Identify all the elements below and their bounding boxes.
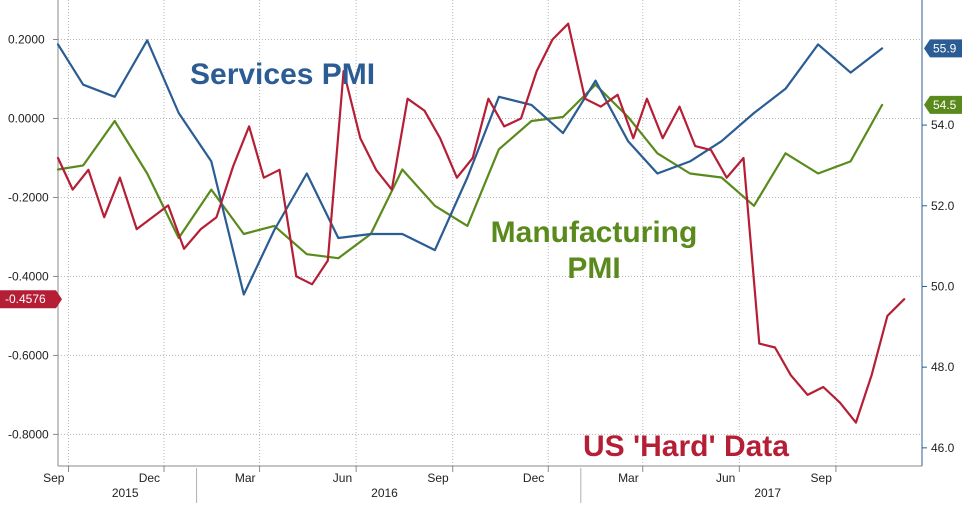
- left-axis-ticks: 0.2000 0.0000 -0.2000 -0.4000 -0.6000 -0.8000: [8, 32, 58, 441]
- grid: [58, 0, 922, 466]
- axes: [57, 0, 923, 467]
- year-label: 2015: [112, 486, 139, 500]
- right-tick-label: 46.0: [931, 441, 955, 455]
- last-value-badge-text: 54.5: [933, 98, 957, 112]
- left-tick-label: -0.4000: [8, 269, 49, 283]
- right-tick-label: 54.0: [931, 118, 955, 132]
- left-tick-label: 0.0000: [8, 111, 45, 125]
- series-lines: [56, 22, 906, 424]
- series-line-manufacturing-pmi: [56, 83, 884, 260]
- last-value-badges: 54.5 55.9 -0.4576: [0, 39, 962, 309]
- x-tick-label: Mar: [235, 471, 256, 485]
- right-axis-ticks: 54.0 52.0 50.0 48.0 46.0: [922, 118, 955, 455]
- right-tick-label: 52.0: [931, 199, 955, 213]
- left-tick-label: 0.2000: [8, 32, 45, 46]
- services-pmi-label: Services PMI: [190, 58, 375, 91]
- x-tick-label: Sep: [427, 471, 449, 485]
- last-value-badge-text: -0.4576: [5, 292, 46, 306]
- x-tick-label: Jun: [716, 471, 735, 485]
- x-tick-label: Mar: [618, 471, 639, 485]
- x-tick-label: Dec: [139, 471, 160, 485]
- x-tick-label: Dec: [523, 471, 544, 485]
- x-tick-label: Sep: [811, 471, 833, 485]
- x-tick-label: Jun: [333, 471, 352, 485]
- last-value-badge: [924, 95, 962, 114]
- x-axis-ticks: Sep Dec Mar Jun Sep Dec Mar Jun Sep 2015 2016 2017: [43, 466, 837, 503]
- right-tick-label: 48.0: [931, 360, 955, 374]
- series-line-us-hard-data: [56, 22, 906, 424]
- year-label: 2016: [371, 486, 398, 500]
- manufacturing-pmi-label-line1: Manufacturing: [491, 216, 698, 249]
- manufacturing-pmi-label-line2: PMI: [567, 252, 620, 285]
- last-value-badge: [924, 39, 962, 58]
- year-label: 2017: [754, 486, 781, 500]
- last-value-badge: [0, 290, 62, 309]
- right-tick-label: 50.0: [931, 279, 955, 293]
- series-line-services-pmi: [56, 39, 884, 296]
- left-tick-label: -0.2000: [8, 190, 49, 204]
- us-hard-data-label: US 'Hard' Data: [583, 430, 789, 463]
- last-value-badge-text: 55.9: [933, 41, 957, 55]
- x-tick-label: Sep: [43, 471, 65, 485]
- left-tick-label: -0.6000: [8, 348, 49, 362]
- left-tick-label: -0.8000: [8, 427, 49, 441]
